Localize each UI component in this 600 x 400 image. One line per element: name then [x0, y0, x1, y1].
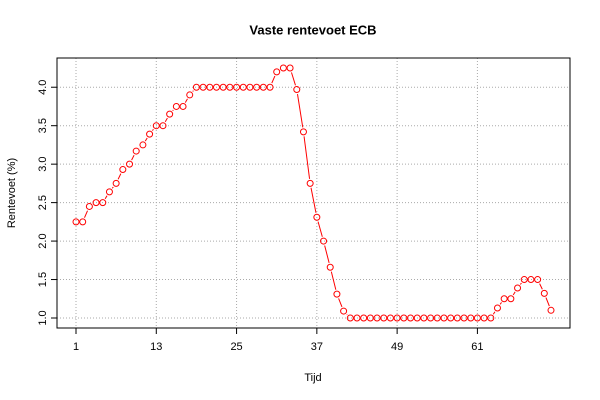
data-point [253, 83, 261, 91]
data-point [72, 218, 80, 226]
x-tick-label: 13 [150, 341, 162, 353]
y-tick-label: 3.0 [37, 157, 49, 172]
data-point [179, 102, 187, 110]
data-point [286, 64, 294, 72]
data-point [246, 83, 254, 91]
data-point [366, 314, 374, 322]
data-point [340, 307, 348, 315]
data-point [393, 314, 401, 322]
y-tick-label: 2.0 [37, 233, 49, 248]
data-point [400, 314, 408, 322]
data-point [126, 160, 134, 168]
data-point [132, 147, 140, 155]
data-point [460, 314, 468, 322]
data-point [259, 83, 267, 91]
data-point [534, 276, 542, 284]
data-point [279, 64, 287, 72]
data-point [219, 83, 227, 91]
data-point [266, 83, 274, 91]
y-tick-label: 3.5 [37, 118, 49, 133]
data-point [480, 314, 488, 322]
x-axis-label: Tijd [304, 372, 321, 384]
data-point [293, 86, 301, 94]
data-point [226, 83, 234, 91]
data-point [333, 290, 341, 298]
data-point [427, 314, 435, 322]
data-point [540, 289, 548, 297]
data-point [467, 314, 475, 322]
y-tick-label: 1.5 [37, 272, 49, 287]
data-point [112, 179, 120, 187]
data-point [507, 295, 515, 303]
data-point [420, 314, 428, 322]
data-point [239, 83, 247, 91]
series-line [76, 67, 552, 319]
data-point [346, 314, 354, 322]
x-tick-label: 61 [471, 341, 483, 353]
data-point [353, 314, 361, 322]
data-point [473, 314, 481, 322]
data-point [152, 122, 160, 130]
y-tick-label: 1.0 [37, 310, 49, 325]
data-point [306, 179, 314, 187]
data-point [299, 128, 307, 136]
data-point [186, 91, 194, 99]
data-point [440, 314, 448, 322]
data-point [85, 202, 93, 210]
plot-frame [56, 57, 571, 329]
x-tick-label: 25 [230, 341, 242, 353]
y-tick-label: 4.0 [37, 80, 49, 95]
x-tick-label: 37 [311, 341, 323, 353]
x-tick-label: 49 [391, 341, 403, 353]
data-point [79, 218, 87, 226]
y-axis-label: Rentevoet (%) [6, 158, 18, 228]
data-point [514, 284, 522, 292]
chart-title: Vaste rentevoet ECB [249, 22, 376, 37]
data-point [206, 83, 214, 91]
data-point [380, 314, 388, 322]
data-point [166, 110, 174, 118]
data-point [212, 83, 220, 91]
data-point [119, 166, 127, 174]
data-point [527, 276, 535, 284]
data-point [320, 237, 328, 245]
data-point [386, 314, 394, 322]
data-point [92, 199, 100, 207]
data-point [172, 102, 180, 110]
data-point [139, 141, 147, 149]
data-point [105, 188, 113, 196]
y-tick-label: 2.5 [37, 195, 49, 210]
data-point [547, 306, 555, 314]
data-point [520, 276, 528, 284]
data-point [447, 314, 455, 322]
data-point [233, 83, 241, 91]
data-point [453, 314, 461, 322]
data-point [373, 314, 381, 322]
data-point [360, 314, 368, 322]
data-point [407, 314, 415, 322]
data-point [487, 314, 495, 322]
data-point [500, 295, 508, 303]
data-point [493, 304, 501, 312]
data-point [192, 83, 200, 91]
data-point [159, 122, 167, 130]
x-tick-label: 1 [73, 341, 79, 353]
data-point [433, 314, 441, 322]
data-point [326, 263, 334, 271]
data-point [99, 199, 107, 207]
data-point [313, 213, 321, 221]
data-point [413, 314, 421, 322]
data-point [199, 83, 207, 91]
data-point [273, 68, 281, 76]
data-point [146, 130, 154, 138]
